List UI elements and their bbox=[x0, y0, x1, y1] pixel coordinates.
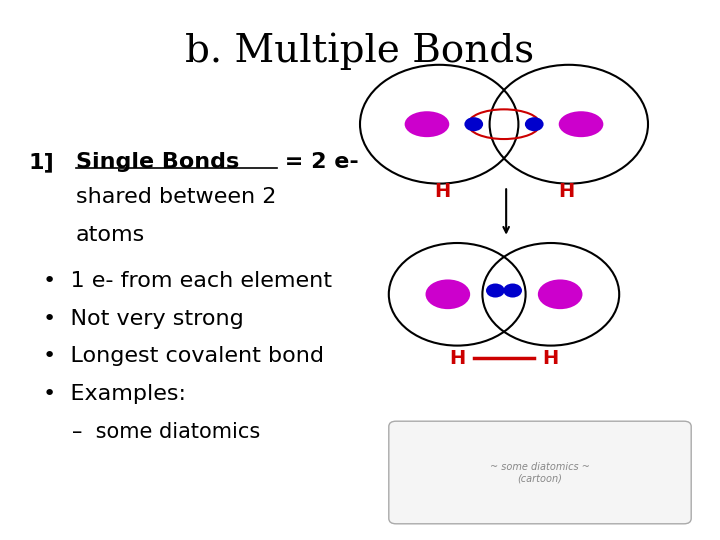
Ellipse shape bbox=[559, 111, 603, 137]
Circle shape bbox=[525, 117, 544, 131]
Text: Single Bonds: Single Bonds bbox=[76, 152, 239, 172]
Text: •  1 e- from each element: • 1 e- from each element bbox=[43, 271, 332, 291]
Text: H: H bbox=[543, 348, 559, 368]
Text: –  some diatomics: – some diatomics bbox=[72, 422, 260, 442]
Text: •  Not very strong: • Not very strong bbox=[43, 308, 244, 329]
Text: atoms: atoms bbox=[76, 225, 145, 245]
Text: ~ some diatomics ~
(cartoon): ~ some diatomics ~ (cartoon) bbox=[490, 462, 590, 483]
Text: •  Longest covalent bond: • Longest covalent bond bbox=[43, 346, 324, 367]
Circle shape bbox=[503, 284, 522, 298]
Text: H: H bbox=[449, 348, 465, 368]
Text: H: H bbox=[559, 182, 575, 201]
Circle shape bbox=[486, 284, 505, 298]
Circle shape bbox=[464, 117, 483, 131]
Ellipse shape bbox=[426, 280, 470, 309]
FancyBboxPatch shape bbox=[389, 421, 691, 524]
Text: shared between 2: shared between 2 bbox=[76, 187, 276, 207]
Text: b. Multiple Bonds: b. Multiple Bonds bbox=[186, 32, 534, 70]
Text: •  Examples:: • Examples: bbox=[43, 384, 186, 404]
Text: 1]: 1] bbox=[29, 152, 55, 172]
Text: = 2 e-: = 2 e- bbox=[277, 152, 359, 172]
Text: H: H bbox=[435, 182, 451, 201]
Ellipse shape bbox=[405, 111, 449, 137]
Ellipse shape bbox=[538, 280, 582, 309]
